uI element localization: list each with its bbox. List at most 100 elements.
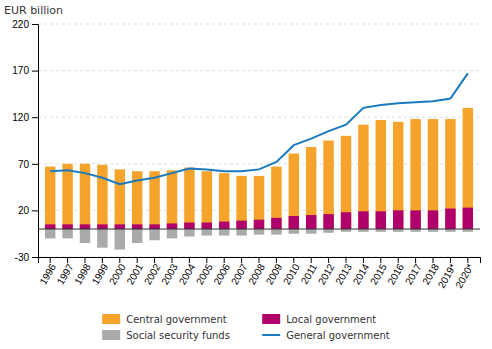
x-tick: 2020* <box>453 257 476 290</box>
line-marks <box>50 73 468 184</box>
y-tick-mark <box>32 71 38 72</box>
bar <box>289 216 299 229</box>
y-tick: 70 <box>18 159 38 170</box>
legend: Central government Local government Social… <box>102 314 390 341</box>
bar <box>97 224 107 229</box>
x-tick-mark <box>189 257 190 263</box>
x-tick-label: 1997 <box>55 261 76 286</box>
bar <box>393 210 403 229</box>
bar <box>323 229 333 233</box>
plot: -302070120170220199619971998199920002001… <box>12 19 480 290</box>
bar <box>271 229 281 235</box>
x-tick-mark <box>346 257 347 263</box>
y-tick: 220 <box>12 19 38 30</box>
x-tick-mark <box>259 257 260 263</box>
bar <box>323 141 333 230</box>
baseline <box>38 229 480 230</box>
legend-swatch <box>102 330 120 340</box>
bar <box>167 223 177 229</box>
y-tick-mark <box>32 257 38 258</box>
x-tick-mark <box>433 257 434 263</box>
x-tick-label: 2017 <box>403 261 424 286</box>
bar <box>358 125 368 229</box>
x-tick-mark <box>467 257 468 263</box>
x-tick-label: 2005 <box>194 261 215 286</box>
x-tick-mark <box>293 257 294 263</box>
x-tick-label: 2012 <box>316 261 337 286</box>
bar <box>202 223 212 230</box>
y-tick-label: 170 <box>12 65 29 76</box>
y-tick: -30 <box>15 252 38 263</box>
bar <box>115 224 125 229</box>
bar <box>463 208 473 229</box>
x-tick-mark <box>102 257 103 263</box>
x-tick-label: 2016 <box>385 261 406 286</box>
legend-label: Central government <box>126 314 227 325</box>
bar <box>289 154 299 229</box>
x-tick-mark <box>137 257 138 263</box>
x-tick-label: 1999 <box>90 261 111 286</box>
bar <box>62 229 72 238</box>
bar <box>271 218 281 229</box>
x-tick-mark <box>119 257 120 263</box>
x-tick-label: 2008 <box>246 261 267 286</box>
x-tick-mark <box>380 257 381 263</box>
y-tick-label: 20 <box>18 205 30 216</box>
legend-label: Local government <box>286 314 376 325</box>
legend-swatch <box>262 314 280 324</box>
bar <box>80 229 90 243</box>
bar <box>376 120 386 229</box>
bar <box>219 173 229 229</box>
legend-item: Social security funds <box>102 330 230 341</box>
legend-label: General government <box>286 330 390 341</box>
bar <box>62 224 72 229</box>
y-tick: 20 <box>18 205 38 216</box>
x-tick-mark <box>450 257 451 263</box>
x-tick-label: 2009 <box>264 261 285 286</box>
bar <box>341 212 351 229</box>
bar <box>254 220 264 229</box>
x-tick-mark <box>171 257 172 263</box>
x-tick-label: 2020* <box>453 262 476 290</box>
marks <box>45 108 473 250</box>
bar <box>149 229 159 240</box>
legend-item: Central government <box>102 314 227 325</box>
y-tick-mark <box>32 24 38 25</box>
bar <box>219 229 229 236</box>
bar <box>306 215 316 229</box>
grid-line <box>38 117 480 118</box>
y-tick-mark <box>32 164 38 165</box>
x-tick-label: 2014 <box>351 261 372 286</box>
y-tick-label: -30 <box>15 252 30 263</box>
bar <box>115 169 125 229</box>
x-tick-mark <box>50 257 51 263</box>
x-tick-label: 2015 <box>368 261 389 286</box>
bar <box>445 209 455 230</box>
bar <box>149 224 159 229</box>
grid-line <box>38 24 480 25</box>
x-tick-label: 2010 <box>281 261 302 286</box>
x-tick-mark <box>67 257 68 263</box>
x-tick-label: 2000 <box>107 261 128 286</box>
bar <box>219 222 229 229</box>
bar <box>132 229 142 243</box>
x-tick-label: 2013 <box>333 261 354 286</box>
x-tick-label: 1998 <box>72 261 93 286</box>
x-tick-mark <box>276 257 277 263</box>
bar <box>428 119 438 229</box>
y-tick-mark <box>32 117 38 118</box>
bar <box>184 229 194 236</box>
y-tick-label: 120 <box>12 112 29 123</box>
x-tick-label: 2006 <box>211 261 232 286</box>
x-tick-mark <box>415 257 416 263</box>
y-tick: 170 <box>12 65 38 76</box>
x-tick: 2010 <box>281 257 302 287</box>
bar <box>236 176 246 229</box>
bar <box>167 170 177 229</box>
bar <box>323 214 333 229</box>
y-tick-label: 70 <box>18 159 30 170</box>
legend-swatch <box>102 314 120 324</box>
y-axis: -30 20 70 120 170 220 <box>12 19 38 263</box>
bar <box>149 171 159 229</box>
bar <box>97 165 107 229</box>
